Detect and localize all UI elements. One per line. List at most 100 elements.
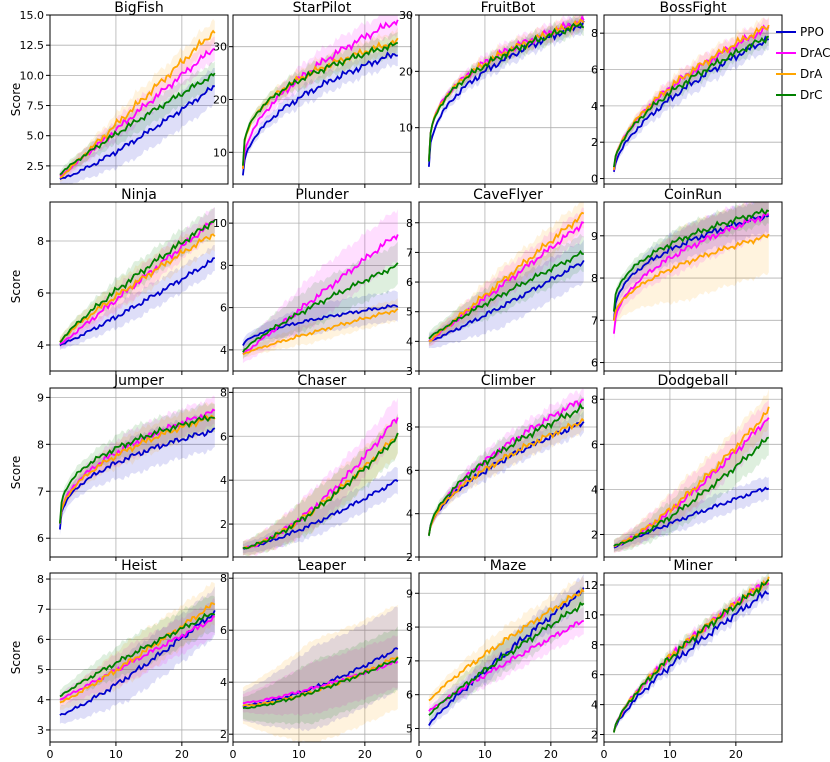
band-dra <box>242 604 398 742</box>
line-drac <box>613 213 770 334</box>
subplot-title: FruitBot <box>481 0 536 16</box>
subplot-title: StarPilot <box>293 0 352 16</box>
line-ppo <box>59 85 215 180</box>
subplot-starpilot: 10 20 30 StarPilot <box>213 0 412 188</box>
band-dra <box>613 388 769 553</box>
line-drc <box>242 432 399 550</box>
band-ppo <box>613 26 769 176</box>
subplot-jumper: 6 7 8 9 Jumper Score <box>9 373 229 561</box>
y-tick-label: 5 <box>406 722 413 735</box>
y-tick-label: 30 <box>399 9 413 22</box>
band-dra <box>59 401 215 529</box>
subplot-title: Leaper <box>298 558 346 574</box>
y-tick-label: 6 <box>220 430 227 443</box>
line-ppo <box>242 51 398 176</box>
y-tick-label: 6 <box>37 532 44 545</box>
subplot-leaper: 010202468LeaperStep [1e6] <box>220 558 412 762</box>
line-ppo <box>613 35 770 172</box>
band-drac <box>59 36 215 180</box>
y-tick-label: 4 <box>591 100 598 113</box>
band-dra <box>428 408 584 539</box>
x-tick-label: 10 <box>478 748 492 761</box>
y-tick-label: 8 <box>591 639 598 652</box>
band-drac <box>613 399 769 553</box>
y-tick-label: 4 <box>37 339 44 352</box>
band-drac <box>613 17 769 174</box>
line-drc <box>613 207 770 312</box>
y-tick-label: 8 <box>37 438 44 451</box>
line-dra <box>59 29 216 179</box>
subplot-bigfish: 2.5 5.0 7.5 10.0 12.5 15.0 BigFish Score <box>9 0 229 188</box>
x-tick-label: 10 <box>292 748 306 761</box>
y-tick-label: 6 <box>591 438 598 451</box>
x-tick-label: 0 <box>416 748 423 761</box>
y-tick-label: 2 <box>591 528 598 541</box>
subplot-fruitbot: 10 20 30 FruitBot <box>399 0 598 188</box>
band-ppo <box>59 586 215 724</box>
line-ppo <box>59 427 216 530</box>
subplot-title: BigFish <box>114 0 163 16</box>
x-tick-label: 0 <box>230 748 237 761</box>
y-tick-label: 2 <box>220 518 227 531</box>
plot-frame <box>49 201 229 372</box>
subplot-title: Dodgeball <box>658 373 729 389</box>
y-tick-label: 7 <box>37 485 44 498</box>
y-tick-label: 15.0 <box>20 9 45 22</box>
line-drac <box>242 234 399 355</box>
y-tick-label: 5 <box>406 306 413 319</box>
band-ppo <box>242 42 398 180</box>
y-tick-label: 8 <box>406 217 413 230</box>
y-tick-label: 8 <box>220 572 227 585</box>
y-tick-label: 4 <box>591 483 598 496</box>
y-tick-label: 20 <box>399 65 413 78</box>
line-drc <box>613 436 770 547</box>
y-tick-label: 10 <box>213 217 227 230</box>
y-tick-label: 2 <box>220 728 227 741</box>
band-drac <box>613 202 769 342</box>
y-tick-label: 4 <box>220 344 227 357</box>
band-drc <box>613 419 769 553</box>
y-tick-label: 6 <box>220 302 227 315</box>
y-tick-label: 6 <box>591 669 598 682</box>
y-tick-label: 7 <box>37 603 44 616</box>
y-tick-label: 6 <box>406 689 413 702</box>
y-tick-label: 9 <box>591 230 598 243</box>
y-tick-label: 10 <box>584 609 598 622</box>
line-dra <box>428 417 585 535</box>
band-drc <box>242 32 398 170</box>
plot-frame <box>49 14 229 185</box>
y-tick-label: 5.0 <box>27 130 45 143</box>
band-ppo <box>242 290 398 351</box>
subplot-maze: 0102056789MazeStep [1e6] <box>406 558 598 762</box>
line-drc <box>428 402 584 537</box>
line-drc <box>613 578 770 733</box>
band-drac <box>242 15 398 174</box>
band-dra <box>613 202 769 335</box>
band-ppo <box>613 202 769 327</box>
line-dra <box>242 308 399 356</box>
line-dra <box>59 602 216 704</box>
line-drc <box>428 249 584 340</box>
line-drc <box>242 41 399 166</box>
legend-label-drc: DrC <box>800 88 823 102</box>
y-tick-label: 6 <box>37 287 44 300</box>
y-tick-label: 10 <box>399 122 413 135</box>
y-tick-label: 6 <box>37 633 44 646</box>
subplot-title: Jumper <box>113 373 164 389</box>
line-drc <box>428 601 585 716</box>
subplot-bossfight: 0 2 4 6 8 BossFight <box>591 0 783 188</box>
subplot-caveflyer: 3 4 5 6 7 8 CaveFlyer <box>406 187 598 378</box>
band-drc <box>59 401 215 529</box>
band-drc <box>59 206 215 347</box>
plot-frame <box>418 14 598 185</box>
y-tick-label: 9 <box>37 391 44 404</box>
y-tick-label: 6 <box>406 276 413 289</box>
band-ppo <box>59 409 215 537</box>
plot-frame <box>418 572 598 743</box>
subplot-plunder: 4 6 8 10 Plunder <box>213 187 412 375</box>
line-ppo <box>428 259 585 342</box>
plot-frame <box>232 572 412 743</box>
line-ppo <box>613 590 769 732</box>
y-tick-label: 2 <box>406 551 413 564</box>
